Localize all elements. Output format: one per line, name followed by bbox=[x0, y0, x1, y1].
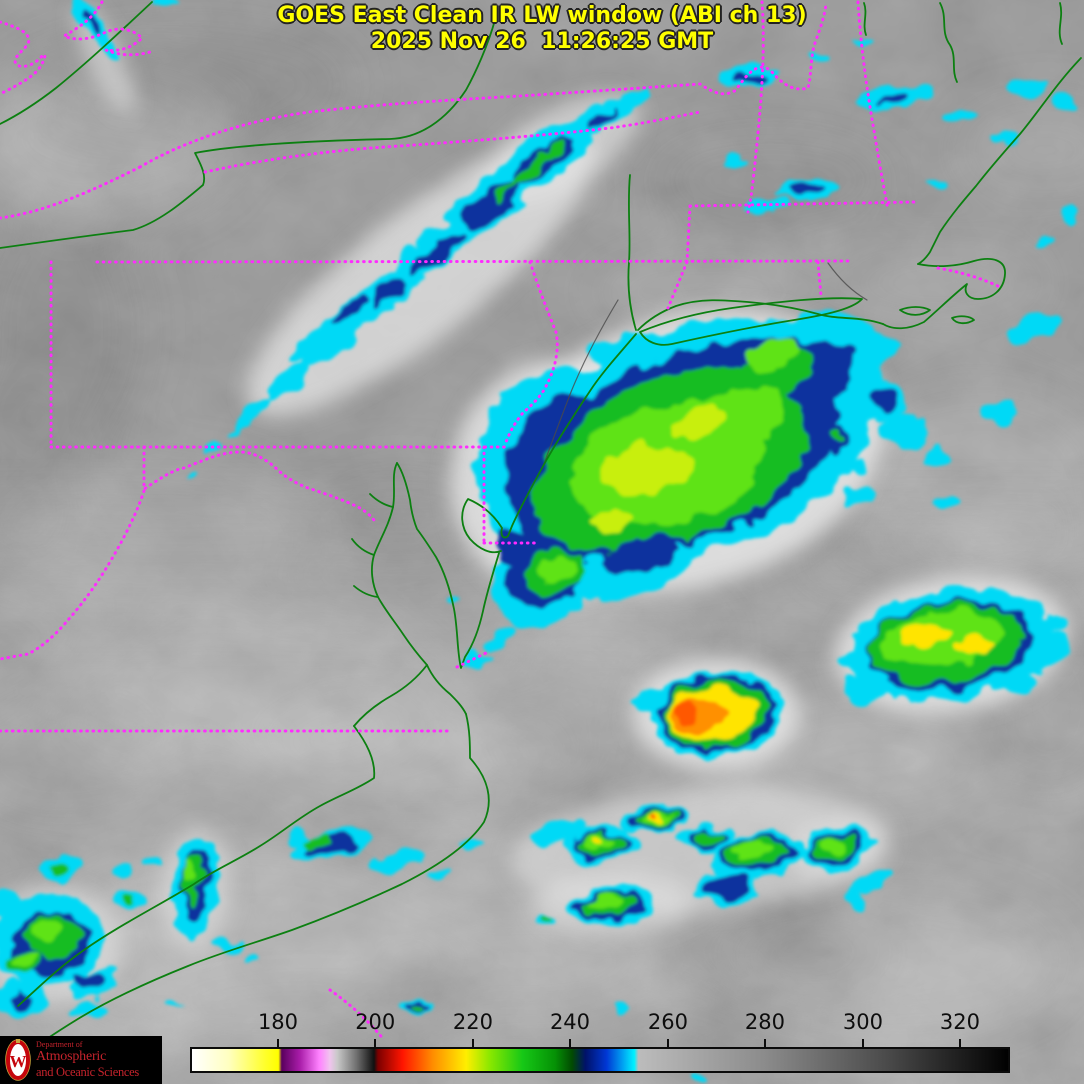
uw-aos-logo: W Department of Atmospheric and Oceanic … bbox=[0, 1036, 162, 1084]
colorbar-tick-label: 200 bbox=[355, 1010, 396, 1034]
border-ny-pa bbox=[95, 259, 854, 264]
colorbar-tick-label: 220 bbox=[452, 1010, 494, 1034]
st-lawrence-valley bbox=[0, 19, 496, 249]
colorbar-tick-mark bbox=[276, 1039, 279, 1047]
uw-crest-icon: W bbox=[5, 1039, 31, 1081]
county-lines bbox=[542, 262, 868, 468]
border-ma-north bbox=[688, 200, 918, 208]
border-nw-corner-zigzag bbox=[0, 20, 47, 96]
border-canada-lower bbox=[203, 110, 702, 174]
title-line: GOES East Clean IR LW window (ABI ch 13) bbox=[277, 3, 807, 28]
colorbar-tick-mark bbox=[763, 1039, 766, 1047]
colorbar-tick-label: 280 bbox=[744, 1010, 786, 1034]
colorbar-ticks: 180 200 220 240 260 280 300 320 bbox=[190, 1008, 1010, 1047]
coast-delmarva bbox=[396, 462, 500, 669]
chesapeake-rivers bbox=[351, 493, 394, 598]
coast-southern-new-england bbox=[637, 299, 884, 331]
logo-name-line1: Atmospheric bbox=[36, 1049, 107, 1065]
island-long-island bbox=[639, 297, 863, 346]
logo-text: Department of Atmospheric and Oceanic Sc… bbox=[36, 1041, 139, 1079]
border-nj-pa bbox=[504, 260, 559, 444]
border-ma-west-ny-ct bbox=[666, 204, 692, 310]
island-nantucket bbox=[951, 315, 975, 325]
colorbar bbox=[190, 1047, 1010, 1073]
coastlines bbox=[0, 1, 1082, 1047]
border-cape-dots bbox=[936, 266, 1004, 290]
coast-outer-banks bbox=[35, 713, 490, 1047]
colorbar-tick-mark bbox=[861, 1039, 864, 1047]
logo-dept-line: Department of bbox=[36, 1040, 83, 1050]
colorbar-tick-mark bbox=[666, 1039, 669, 1047]
border-md-potomac bbox=[142, 445, 378, 525]
colorbar-tick-label: 260 bbox=[647, 1010, 689, 1034]
coast-carolina-sound bbox=[17, 725, 376, 1007]
lake-shore-nw bbox=[0, 1, 153, 125]
island-marthas-vineyard bbox=[899, 306, 931, 316]
colorbar-tick-mark bbox=[568, 1039, 571, 1047]
border-ct-ri bbox=[816, 260, 823, 298]
border-nc-coast-dots bbox=[328, 988, 386, 1042]
border-delaware bbox=[455, 445, 537, 669]
crest-w-monogram: W bbox=[10, 1052, 27, 1071]
colorbar-tick-mark bbox=[374, 1039, 377, 1047]
maine-rivers bbox=[863, 2, 1063, 83]
border-vt-nh bbox=[746, 0, 765, 214]
coast-virginia bbox=[353, 664, 467, 727]
colorbar-tick-label: 240 bbox=[549, 1010, 591, 1034]
state-borders bbox=[0, 0, 1004, 1042]
image-title: GOES East Clean IR LW window (ABI ch 13)… bbox=[0, 3, 1084, 55]
enhancement-yellow-green-layer bbox=[595, 407, 728, 529]
logo-name-line2: and Oceanic Sciences bbox=[36, 1065, 139, 1080]
coast-cape-cod bbox=[882, 258, 1006, 330]
coast-new-jersey bbox=[461, 333, 637, 554]
timestamp-line: 2025 Nov 26 11:26:25 GMT bbox=[370, 29, 714, 54]
colorbar-tick-label: 320 bbox=[939, 1010, 981, 1034]
border-wv-va bbox=[0, 489, 146, 661]
colorbar-tick-label: 300 bbox=[842, 1010, 884, 1034]
border-nh-me bbox=[856, 0, 890, 212]
border-left-entry bbox=[0, 165, 142, 220]
coast-maine bbox=[917, 57, 1082, 265]
colorbar-tick-mark bbox=[958, 1039, 961, 1047]
enhancement-hot-core-layer bbox=[651, 704, 699, 819]
colorbar-tick-label: 180 bbox=[257, 1010, 299, 1034]
map-overlay bbox=[0, 0, 1082, 1047]
coast-chesapeake-west bbox=[371, 462, 428, 666]
colorbar-tick-mark bbox=[471, 1039, 474, 1047]
border-canada-upper bbox=[138, 0, 828, 169]
